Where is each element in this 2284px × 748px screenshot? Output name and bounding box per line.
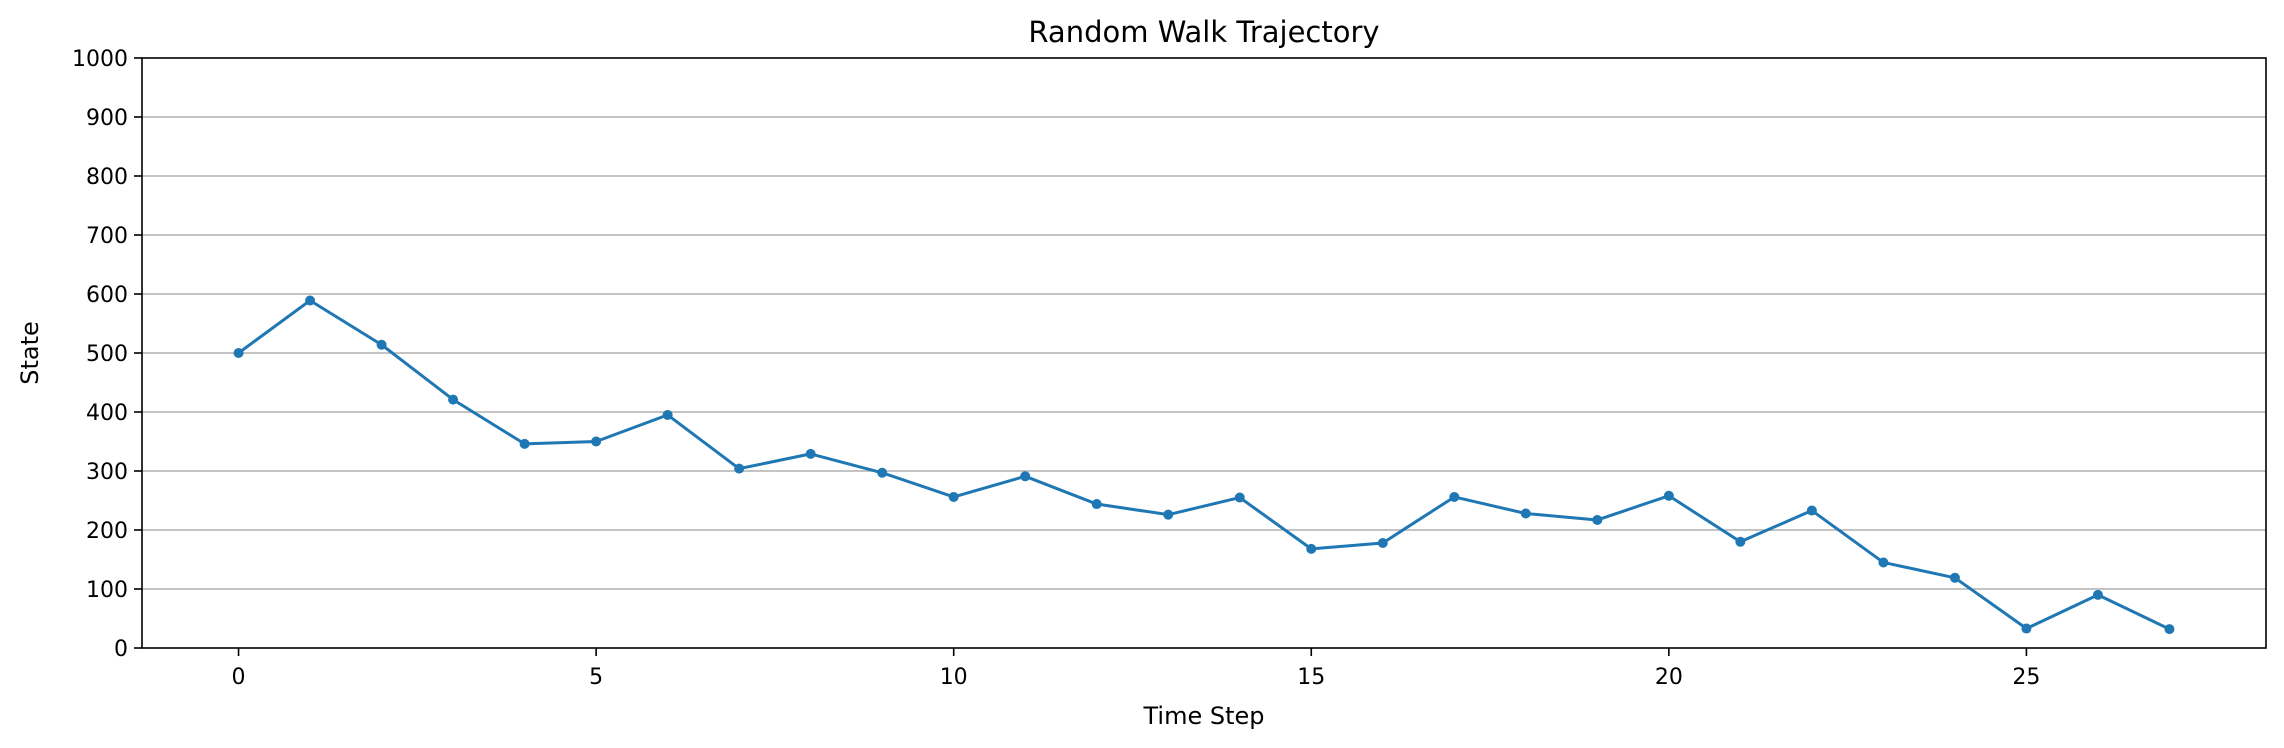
data-point bbox=[1377, 537, 1388, 548]
data-point bbox=[376, 339, 387, 350]
data-point bbox=[233, 348, 244, 358]
data-point bbox=[519, 438, 530, 449]
data-point bbox=[2092, 589, 2103, 600]
x-tick-label: 25 bbox=[2012, 665, 2040, 690]
x-tick-label: 10 bbox=[940, 665, 968, 690]
data-point bbox=[1663, 490, 1674, 501]
y-tick-label: 700 bbox=[86, 224, 128, 249]
data-point bbox=[734, 463, 745, 474]
y-tick-label: 900 bbox=[86, 106, 128, 131]
data-point bbox=[1306, 543, 1317, 554]
data-point bbox=[1091, 499, 1102, 510]
x-tick-label: 0 bbox=[232, 665, 246, 690]
data-point bbox=[1592, 514, 1603, 525]
x-tick-label: 15 bbox=[1297, 665, 1325, 690]
chart-title: Random Walk Trajectory bbox=[1028, 15, 1379, 49]
data-point bbox=[1020, 471, 1031, 482]
grid-lines bbox=[142, 116, 2266, 590]
x-tick-label: 20 bbox=[1655, 665, 1683, 690]
data-point bbox=[448, 394, 459, 405]
data-point bbox=[948, 491, 959, 502]
data-point bbox=[805, 448, 816, 459]
y-tick-label: 0 bbox=[114, 637, 128, 662]
tick-marks: 0 100 200 300 400 500 600 700 800 900 1000 0 5 10 15 20… bbox=[72, 47, 2040, 690]
y-tick-label: 1000 bbox=[72, 47, 128, 72]
series-line bbox=[237, 298, 2171, 631]
data-point bbox=[1163, 509, 1174, 520]
data-point bbox=[1949, 572, 1960, 583]
x-tick-label: 5 bbox=[589, 665, 603, 690]
y-tick-label: 600 bbox=[86, 283, 128, 308]
data-point bbox=[1449, 491, 1460, 502]
data-point bbox=[1234, 492, 1245, 503]
data-point bbox=[1735, 536, 1746, 547]
data-point bbox=[2164, 624, 2175, 635]
y-axis-label: State bbox=[16, 321, 44, 385]
y-tick-label: 800 bbox=[86, 165, 128, 190]
data-point bbox=[1806, 505, 1817, 516]
y-tick-label: 500 bbox=[86, 342, 128, 367]
data-point bbox=[877, 467, 888, 478]
y-tick-label: 100 bbox=[86, 578, 128, 603]
data-point bbox=[1878, 557, 1889, 568]
x-axis-label: Time Step bbox=[1142, 702, 1264, 730]
series-layer bbox=[233, 295, 2175, 635]
y-tick-label: 300 bbox=[86, 460, 128, 485]
y-tick-label: 400 bbox=[86, 401, 128, 426]
data-point bbox=[2021, 623, 2032, 634]
data-point bbox=[1520, 508, 1531, 519]
y-tick-label: 200 bbox=[86, 519, 128, 544]
data-point bbox=[662, 409, 673, 420]
data-point bbox=[305, 295, 316, 306]
data-point bbox=[591, 436, 602, 447]
